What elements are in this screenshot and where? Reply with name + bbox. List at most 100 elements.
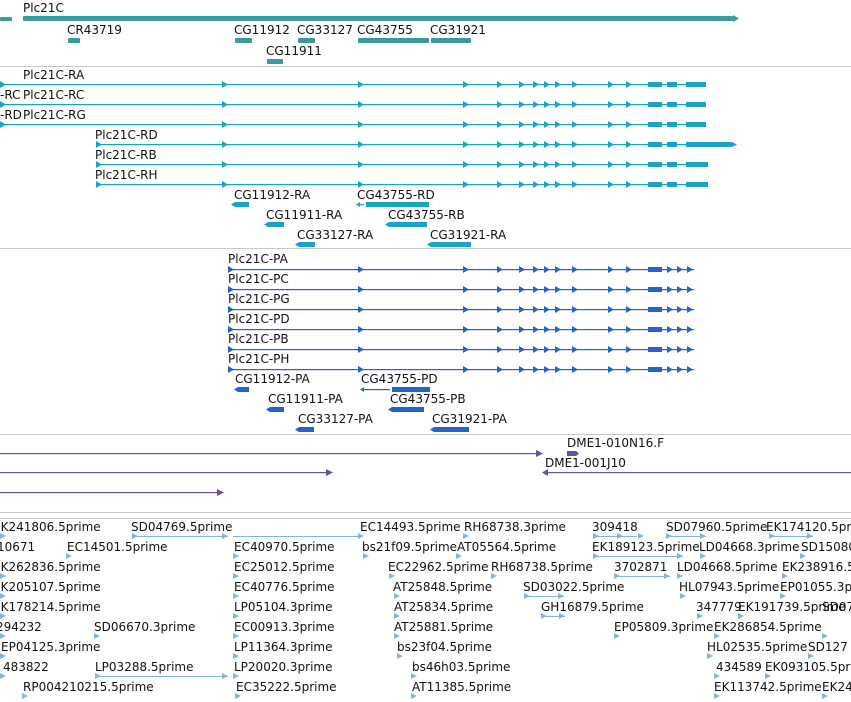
gene-label[interactable]: Plc21C [23, 1, 64, 15]
est-label[interactable]: DME1-010N16.F [567, 436, 665, 450]
protein-label[interactable]: Plc21C-PD [228, 312, 290, 326]
cdna-label[interactable]: EC00913.3prime [234, 620, 335, 634]
protein-label[interactable]: CG11911-PA [268, 392, 343, 406]
cdna-label[interactable]: EC25012.5prime [234, 560, 335, 574]
cdna-label[interactable]: EC40970.5prime [234, 540, 335, 554]
protein-label[interactable]: Plc21C-PC [228, 272, 289, 286]
cdna-label[interactable]: EK24 [822, 680, 851, 694]
cdna-label[interactable]: EC40776.5prime [234, 580, 335, 594]
protein-label[interactable]: CG31921-PA [432, 412, 507, 426]
cdna-label[interactable]: SD06670.3prime [94, 620, 196, 634]
cdna-label[interactable]: AT25834.5prime [394, 600, 494, 614]
gene-label[interactable]: CG11911 [266, 44, 322, 58]
gene-label[interactable]: CG33127 [297, 23, 353, 37]
cdna-label[interactable]: RH68738.5prime [491, 560, 593, 574]
cdna-label[interactable]: 10671 [0, 540, 36, 554]
cdna-label[interactable]: EC22962.5prime [388, 560, 489, 574]
cdna-label[interactable]: 309418 [592, 520, 638, 534]
cdna-label[interactable]: 3702871 [614, 560, 668, 574]
cdna-label[interactable]: RP004210215.5prime [23, 680, 154, 694]
transcript-label[interactable]: Plc21C-RC [23, 88, 85, 102]
est-label[interactable]: DME1-001J10 [545, 456, 626, 470]
protein-label[interactable]: CG43755-PB [390, 392, 466, 406]
cdna-label[interactable]: GH16879.5prime [541, 600, 644, 614]
gene-feature[interactable] [235, 38, 252, 43]
protein-label[interactable]: CG43755-PD [361, 372, 438, 386]
transcript-label[interactable]: Plc21C-RD [95, 128, 158, 142]
transcript-label[interactable]: CG43755-RB [388, 208, 465, 222]
gene-label[interactable]: CR43719 [67, 23, 122, 37]
cdna-label[interactable]: EK189123.5prime [592, 540, 700, 554]
gene-feature[interactable] [431, 38, 471, 43]
cdna-label[interactable]: EK093105.5prime [765, 660, 851, 674]
cdna-label[interactable]: EC14493.5prime [360, 520, 461, 534]
cdna-label[interactable]: LD04668.5prime [677, 560, 778, 574]
cdna-label[interactable]: EK205107.5prime [0, 580, 101, 594]
cdna-label[interactable]: EP04125.3prime [1, 640, 101, 654]
gene-label[interactable]: CG31921 [430, 23, 486, 37]
cdna-label[interactable]: SD07960.5prime [666, 520, 768, 534]
cdna-label[interactable]: EK174120.5prime [766, 520, 851, 534]
cdna-label[interactable]: EK241806.5prime [0, 520, 101, 534]
transcript-label[interactable]: Plc21C-RB [95, 148, 157, 162]
transcript-label[interactable]: CG11911-RA [266, 208, 343, 222]
cdna-label[interactable]: AT11385.5prime [412, 680, 512, 694]
protein-label[interactable]: Plc21C-PG [228, 292, 290, 306]
protein-label[interactable]: CG33127-PA [298, 412, 373, 426]
gene-label[interactable]: CG43755 [357, 23, 413, 37]
transcript-label[interactable]: -RD [0, 108, 22, 122]
cdna-label[interactable]: EC35222.5prime [236, 680, 337, 694]
protein-label[interactable]: Plc21C-PA [228, 252, 288, 266]
gene-feature[interactable] [267, 59, 283, 64]
cdna-label[interactable]: EK113742.5prime [714, 680, 822, 694]
gene-feature[interactable] [358, 38, 429, 43]
cdna-label[interactable]: EC14501.5prime [67, 540, 168, 554]
cdna-label[interactable]: LD04668.3prime [699, 540, 800, 554]
cdna-label[interactable]: SD04769.5prime [131, 520, 233, 534]
cdna-label[interactable]: LP20020.3prime [234, 660, 333, 674]
cdna-label[interactable]: AT05564.5prime [457, 540, 557, 554]
gene-feature[interactable] [68, 38, 80, 43]
protein-label[interactable]: CG11912-PA [235, 372, 310, 386]
transcript-label[interactable]: Plc21C-RH [95, 168, 158, 182]
cdna-label[interactable]: EK238916.5 [782, 560, 851, 574]
protein-label[interactable]: Plc21C-PH [228, 352, 290, 366]
gene-feature[interactable] [23, 16, 733, 21]
transcript-label[interactable]: Plc21C-RG [23, 108, 86, 122]
cdna-label[interactable]: SD07 [822, 600, 851, 614]
transcript-label[interactable]: Plc21C-RA [23, 68, 85, 82]
cdna-label[interactable]: AT25881.5prime [394, 620, 494, 634]
cdna-label[interactable]: 483822 [3, 660, 49, 674]
cdna-label[interactable]: LP05104.3prime [234, 600, 333, 614]
protein-label[interactable]: Plc21C-PB [228, 332, 289, 346]
gene-feature[interactable] [0, 17, 12, 21]
cdna-label[interactable]: EK286854.5prime [714, 620, 822, 634]
cdna-label[interactable]: bs23f04.5prime [397, 640, 493, 654]
cdna-label[interactable]: EK262836.5prime [0, 560, 101, 574]
cdna-label[interactable]: EP01055.3p [780, 580, 851, 594]
cdna-label[interactable]: SD127 [808, 640, 848, 654]
cdna-label[interactable]: SD03022.5prime [523, 580, 625, 594]
transcript-label[interactable]: -RC [0, 88, 21, 102]
cdna-label[interactable]: LP03288.5prime [95, 660, 194, 674]
cdna-label[interactable]: HL07943.5prime [679, 580, 780, 594]
cdna-label[interactable]: HL02535.5prime [707, 640, 808, 654]
cdna-label[interactable]: EK178214.5prime [0, 600, 101, 614]
cdna-label[interactable]: bs46h03.5prime [412, 660, 511, 674]
cdna-label[interactable]: RH68738.3prime [464, 520, 566, 534]
cdna-label[interactable]: bs21f09.5prime [362, 540, 458, 554]
transcript-label[interactable]: CG43755-RD [357, 188, 435, 202]
cdna-label[interactable]: 434589 [716, 660, 762, 674]
transcript-label[interactable]: CG31921-RA [430, 228, 507, 242]
cdna-label[interactable]: EP05809.3prime [614, 620, 714, 634]
cdna-label[interactable]: EK191739.5prime [738, 600, 846, 614]
cdna-label[interactable]: AT25848.5prime [393, 580, 493, 594]
gene-label[interactable]: CG11912 [234, 23, 290, 37]
gene-feature[interactable] [298, 38, 315, 43]
cdna-label[interactable]: LP11364.3prime [234, 640, 333, 654]
cdna-label[interactable]: SD15080 [801, 540, 851, 554]
transcript-label[interactable]: CG11912-RA [234, 188, 311, 202]
cdna-label[interactable]: 294232 [0, 620, 42, 634]
transcript-label[interactable]: CG33127-RA [297, 228, 374, 242]
cdna-label[interactable]: 347779 [696, 600, 742, 614]
